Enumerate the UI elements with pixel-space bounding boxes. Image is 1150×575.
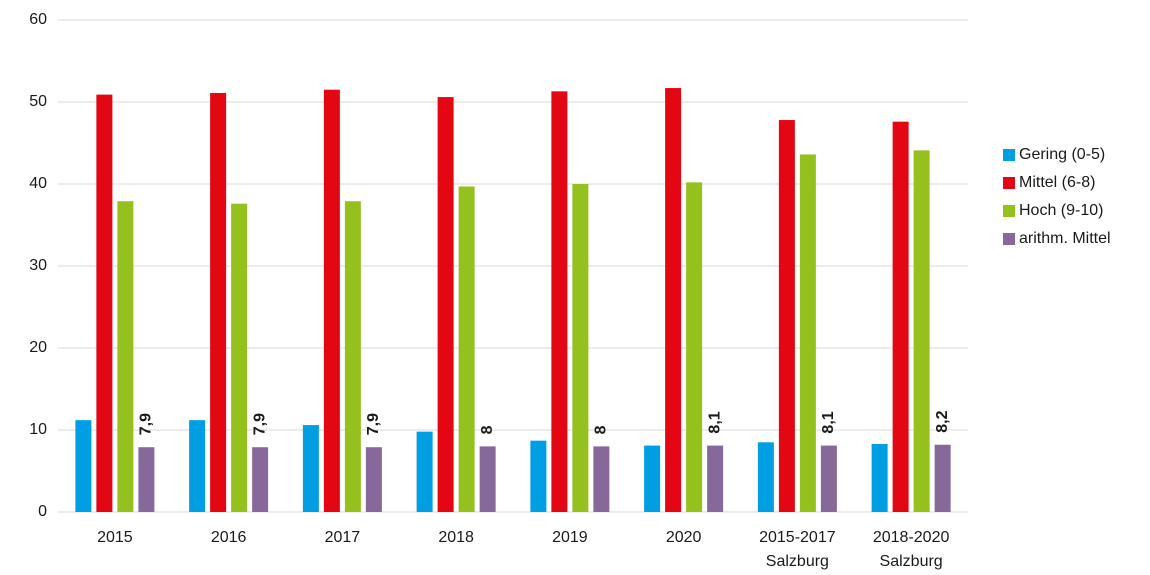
x-tick-label: 2017 — [325, 529, 361, 546]
bar — [458, 186, 475, 512]
bar — [302, 425, 319, 512]
y-tick-label: 50 — [29, 93, 47, 110]
data-label: 8 — [479, 425, 496, 434]
x-tick-label: 2015-2017 — [759, 529, 836, 546]
bar — [593, 446, 610, 512]
x-tick-label: 2018 — [438, 529, 474, 546]
bar — [778, 120, 795, 512]
legend-label: arithm. Mittel — [1019, 230, 1111, 247]
legend-swatch — [1003, 177, 1015, 189]
data-label: 8 — [593, 425, 610, 434]
legend-label: Hoch (9-10) — [1019, 202, 1103, 219]
data-label: 8,1 — [706, 411, 723, 433]
bar — [799, 154, 816, 513]
bar — [913, 150, 930, 512]
data-label: 8,1 — [820, 411, 837, 433]
x-tick-label: 2015 — [97, 529, 133, 546]
bar — [479, 446, 496, 512]
bar — [437, 97, 454, 512]
bar — [189, 420, 206, 512]
bar — [686, 182, 703, 513]
y-tick-label: 60 — [29, 11, 47, 28]
y-tick-label: 10 — [29, 421, 47, 438]
bar — [416, 431, 433, 512]
y-tick-label: 40 — [29, 175, 47, 192]
bar — [210, 92, 227, 512]
legend-swatch — [1003, 233, 1015, 245]
bar — [252, 447, 269, 512]
bar — [871, 443, 888, 512]
bar — [934, 444, 951, 512]
bar — [820, 445, 837, 512]
legend-swatch — [1003, 205, 1015, 217]
y-tick-label: 0 — [38, 503, 47, 520]
legend-label: Mittel (6-8) — [1019, 174, 1095, 191]
bar — [344, 201, 361, 512]
bar — [707, 445, 724, 512]
bar — [757, 442, 774, 512]
bar — [117, 201, 134, 512]
bar — [231, 203, 248, 512]
bar — [892, 121, 909, 513]
bar — [551, 91, 568, 512]
legend-label: Gering (0-5) — [1019, 146, 1105, 163]
data-label: 7,9 — [251, 413, 268, 435]
x-tick-label: Salzburg — [766, 553, 829, 570]
bar — [75, 420, 92, 512]
legend-swatch — [1003, 149, 1015, 161]
bar — [96, 94, 113, 513]
bar — [665, 88, 682, 512]
bar — [323, 89, 340, 512]
x-tick-label: 2018-2020 — [873, 529, 950, 546]
bar — [530, 440, 547, 512]
x-tick-label: 2020 — [666, 529, 702, 546]
y-tick-label: 20 — [29, 339, 47, 356]
data-label: 7,9 — [138, 413, 155, 435]
bar — [644, 445, 661, 512]
bar — [138, 447, 155, 512]
x-tick-label: 2019 — [552, 529, 588, 546]
y-tick-label: 30 — [29, 257, 47, 274]
bar — [572, 184, 589, 512]
bar — [365, 447, 382, 512]
data-label: 8,2 — [934, 410, 951, 432]
x-tick-label: Salzburg — [880, 553, 943, 570]
x-tick-label: 2016 — [211, 529, 247, 546]
data-label: 7,9 — [365, 413, 382, 435]
